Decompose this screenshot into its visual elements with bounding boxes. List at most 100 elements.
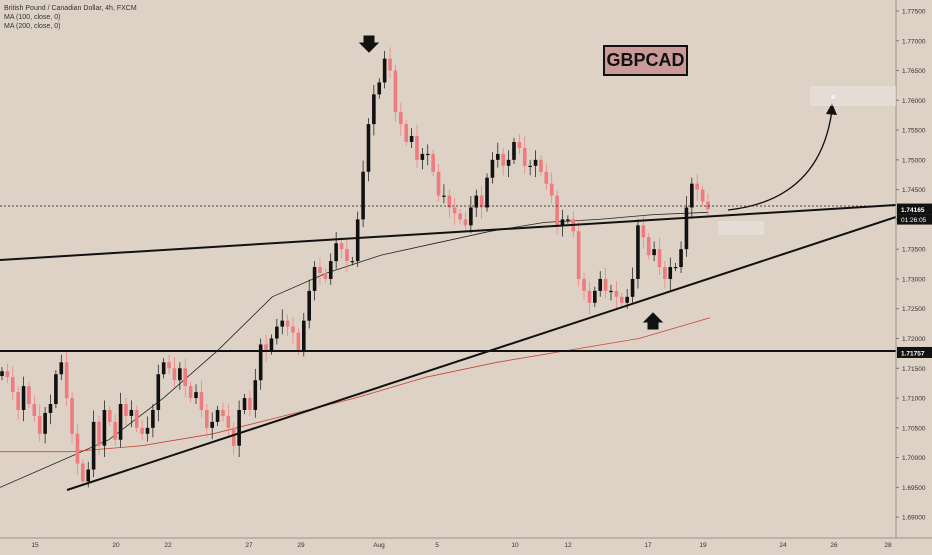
legend-ma200: MA (200, close, 0): [4, 23, 61, 30]
candle: [452, 197, 457, 225]
candle-body: [646, 237, 651, 256]
candle: [183, 358, 188, 398]
candle-body: [641, 225, 646, 238]
y-tick-label: 1.70500: [902, 425, 926, 432]
candle: [129, 400, 134, 428]
candle-body: [684, 207, 689, 250]
candle-body: [506, 159, 511, 166]
candle: [582, 273, 586, 301]
candle-body: [474, 195, 479, 208]
candle: [194, 384, 198, 405]
candle: [124, 398, 128, 426]
candle-body: [183, 368, 188, 387]
candle: [587, 281, 592, 315]
y-tick-label: 1.72000: [902, 336, 926, 343]
candle: [420, 147, 425, 170]
candle: [361, 160, 365, 228]
candle-body: [598, 278, 603, 291]
candle: [54, 370, 58, 409]
candle: [27, 381, 31, 409]
candle: [102, 400, 107, 458]
candle-body: [377, 82, 382, 95]
candle-body: [566, 219, 570, 221]
candle-body: [442, 195, 446, 197]
candle-body: [409, 136, 414, 142]
candle-body: [361, 171, 365, 220]
candle-body: [673, 267, 678, 269]
candle-body: [10, 377, 15, 393]
candle-body: [593, 290, 597, 303]
candle-body: [576, 231, 581, 279]
candle-body: [204, 409, 209, 428]
candle-body: [485, 177, 489, 208]
candle-body: [27, 386, 31, 405]
candle-body: [582, 278, 586, 291]
candle: [21, 376, 26, 422]
candle-body: [129, 409, 134, 416]
candle: [517, 134, 522, 154]
candle: [479, 186, 484, 219]
candle-body: [124, 404, 128, 416]
candle: [404, 119, 408, 147]
y-tick-label: 1.71500: [902, 366, 926, 373]
candle: [566, 215, 570, 224]
candle: [16, 386, 20, 420]
candle-body: [334, 243, 338, 262]
candle: [253, 368, 258, 418]
candle: [636, 219, 640, 289]
candle-body: [431, 153, 435, 172]
countdown-box: [897, 214, 932, 225]
candle: [226, 404, 231, 436]
candle-body: [0, 371, 4, 377]
candle: [248, 390, 252, 416]
x-tick-label: Aug: [373, 542, 385, 549]
candle-body: [253, 380, 258, 410]
candle: [533, 150, 538, 178]
candle-body: [339, 243, 344, 250]
candle-body: [350, 261, 355, 263]
candle: [603, 267, 608, 299]
candle-body: [479, 195, 484, 208]
candle-body: [312, 267, 317, 291]
candle: [113, 414, 117, 446]
candle-body: [134, 409, 139, 428]
candle: [97, 415, 101, 456]
candle-body: [199, 392, 204, 410]
candle-body: [280, 320, 285, 327]
y-tick-label: 1.71000: [902, 396, 926, 403]
candle-body: [140, 427, 144, 434]
legend-title: British Pound / Canadian Dollar, 4h, FXC…: [4, 5, 137, 12]
x-tick-label: 24: [779, 542, 787, 549]
candle: [140, 420, 144, 440]
candle: [555, 189, 559, 235]
candle-body: [690, 183, 694, 208]
candle-body: [291, 326, 295, 333]
candle: [145, 416, 150, 442]
candle: [91, 410, 96, 478]
candle-body: [48, 404, 53, 413]
candle-body: [404, 124, 408, 142]
y-tick-label: 1.69000: [902, 515, 926, 522]
candle-body: [151, 409, 155, 428]
candle: [458, 209, 462, 224]
candle: [291, 317, 295, 344]
candle-body: [269, 338, 274, 351]
x-tick-label: 15: [31, 542, 39, 549]
candle: [107, 405, 112, 427]
candle: [377, 78, 382, 99]
price-label-box: [897, 346, 932, 358]
chart-legend: British Pound / Canadian Dollar, 4h, FXC…: [4, 4, 137, 31]
candle: [501, 147, 506, 176]
candle-body: [54, 374, 58, 405]
candle-body: [86, 469, 91, 482]
projection-arrowhead: [826, 103, 837, 115]
x-tick-label: 17: [644, 542, 652, 549]
candle-body: [172, 368, 177, 381]
candle-body: [37, 415, 42, 434]
candle-body: [663, 267, 667, 279]
candle: [409, 128, 414, 148]
candle: [204, 404, 209, 438]
y-tick-label: 1.76000: [902, 98, 926, 105]
candle: [339, 237, 344, 259]
candle-body: [549, 183, 554, 196]
